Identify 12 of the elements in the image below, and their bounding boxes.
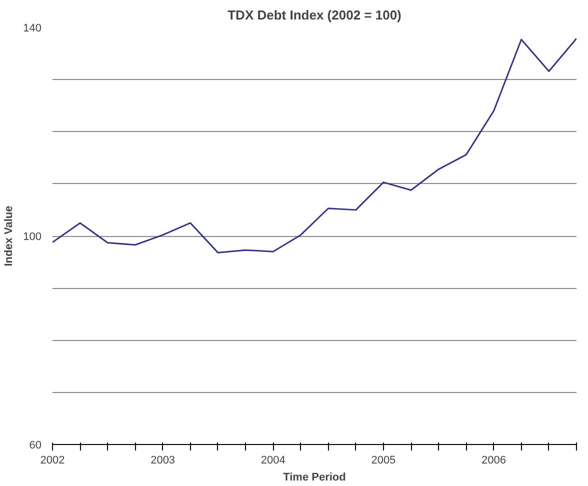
y-tick-label: 140 bbox=[23, 22, 42, 34]
y-axis-title: Index Value bbox=[3, 206, 16, 266]
x-tick-label: 2003 bbox=[150, 454, 176, 466]
x-tick-label: 2005 bbox=[371, 454, 396, 466]
x-tick-label: 2002 bbox=[40, 454, 65, 466]
x-tick-label: 2004 bbox=[260, 454, 286, 466]
line-series bbox=[52, 38, 576, 254]
y-tick-label: 60 bbox=[29, 440, 42, 452]
y-tick-label: 100 bbox=[23, 231, 42, 243]
x-tick-label: 2006 bbox=[482, 454, 506, 466]
chart-title: TDX Debt Index (2002 = 100) bbox=[228, 8, 402, 22]
x-axis-title: Time Period bbox=[283, 472, 346, 484]
